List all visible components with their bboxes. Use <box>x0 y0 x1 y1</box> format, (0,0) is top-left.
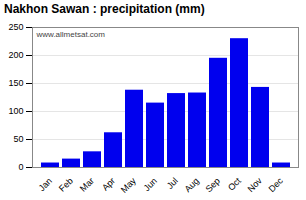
svg-text:Aug: Aug <box>183 176 201 194</box>
svg-text:200: 200 <box>8 50 23 60</box>
svg-text:Feb: Feb <box>57 176 75 194</box>
svg-text:Nov: Nov <box>246 175 265 194</box>
svg-text:150: 150 <box>8 78 23 88</box>
svg-text:100: 100 <box>8 106 23 116</box>
svg-text:Jul: Jul <box>165 176 180 191</box>
html-text:Nakhon Sawan : precipitation (: Nakhon Sawan : precipitation (mm) <box>4 2 205 16</box>
svg-text:Mar: Mar <box>78 176 96 194</box>
svg-text:Jun: Jun <box>142 176 159 193</box>
svg-text:Sep: Sep <box>204 176 222 194</box>
svg-text:250: 250 <box>8 22 23 32</box>
svg-text:0: 0 <box>18 162 23 172</box>
svg-text:May: May <box>119 175 138 194</box>
svg-text:Oct: Oct <box>226 175 243 192</box>
svg-text:Apr: Apr <box>100 176 117 193</box>
svg-text:Dec: Dec <box>267 175 286 194</box>
svg-text:Jan: Jan <box>37 176 54 193</box>
svg-text:50: 50 <box>13 134 23 144</box>
svg-text:www.allmetsat.com: www.allmetsat.com <box>36 30 106 39</box>
